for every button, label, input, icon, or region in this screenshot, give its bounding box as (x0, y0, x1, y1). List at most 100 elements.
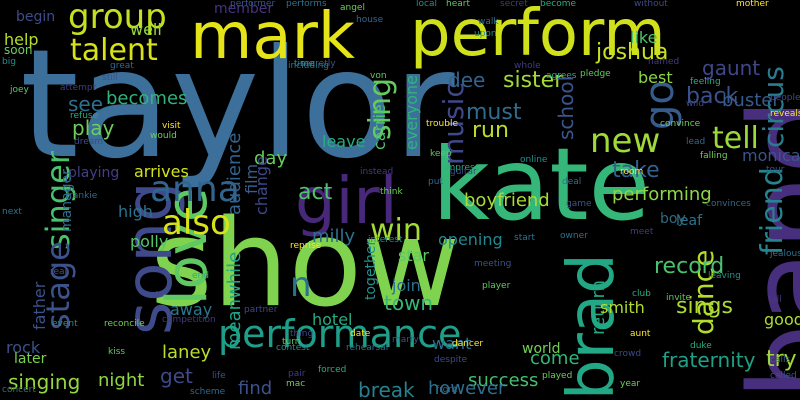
word-reprise: reprise (290, 241, 322, 251)
word-turn: turn (282, 337, 301, 347)
word-fraternity: fraternity (662, 348, 756, 372)
word-date: date (350, 329, 371, 339)
word-member: member (214, 1, 274, 17)
word-start: start (514, 233, 535, 243)
word-join: join (392, 276, 421, 295)
word-find: find (238, 378, 273, 399)
word-competition: competition (162, 315, 216, 325)
word-joey: joey (10, 85, 29, 95)
word-meeting: meeting (474, 259, 512, 269)
word-people: people (770, 93, 800, 103)
word-father: father (30, 281, 49, 330)
word-reveals: reveals (770, 109, 800, 119)
word-arrives: arrives (134, 162, 189, 181)
word-despite: despite (434, 355, 468, 365)
word-heart: heart (446, 0, 470, 9)
word-soon: soon (4, 43, 33, 57)
word-interest: interest (368, 235, 403, 245)
word-monica: monica (742, 146, 800, 165)
word-day: day (254, 148, 288, 169)
word-meet: meet (630, 227, 654, 237)
word-friend: friend (755, 167, 790, 255)
word-record: record (654, 254, 725, 279)
word-duke: duke (690, 341, 712, 351)
word-later: later (14, 351, 47, 367)
word-crowd: crowd (614, 349, 642, 359)
word-without: without (634, 0, 668, 9)
word-opening: opening (438, 230, 503, 249)
word-performance: performance (218, 312, 462, 356)
word-see: see (68, 92, 104, 116)
word-instead: instead (360, 167, 394, 177)
word-von: von (370, 71, 387, 81)
word-taylor: taylor (20, 18, 455, 192)
word-joshua: joshua (596, 40, 669, 65)
word-laney: laney (162, 342, 212, 363)
word-group: group (68, 0, 167, 37)
word-anna: anna (150, 169, 240, 210)
word-thing: thing (290, 329, 314, 339)
word-angel: angel (340, 3, 365, 13)
word-rehearsal: rehearsal (346, 343, 389, 353)
word-school: school (554, 75, 578, 140)
word-visit: visit (162, 121, 181, 131)
word-tell: tell (712, 121, 759, 156)
word-pledge: pledge (580, 69, 611, 79)
word-help: help (4, 30, 39, 49)
word-room: room (620, 167, 644, 177)
word-front: front (436, 385, 458, 395)
word-mark: mark (190, 0, 355, 74)
word-called: called (770, 371, 797, 381)
word-player: player (482, 281, 511, 291)
word-scheme: scheme (190, 387, 226, 397)
word-away: away (170, 300, 213, 319)
word-played: played (542, 371, 573, 381)
word-secretly: secretly (300, 59, 336, 69)
word-secret: secret (500, 0, 528, 9)
word-run: run (472, 118, 509, 143)
word-convinces: convinces (706, 199, 751, 209)
word-new: new (590, 121, 661, 161)
word-wild: wild (686, 99, 705, 109)
word-town: town (384, 291, 434, 315)
word-buster: buster (722, 90, 780, 111)
word-well: well (130, 20, 162, 39)
word-want: want (432, 334, 472, 353)
word-dee: dee (448, 68, 486, 92)
word-whole: whole (514, 61, 541, 71)
word-get: get (160, 364, 193, 388)
word-sister: sister (503, 68, 564, 93)
word-also: also (162, 203, 231, 243)
word-still: still (102, 73, 118, 83)
word-take: take (612, 158, 660, 183)
word-boy: boy (660, 211, 686, 227)
word-break: break (358, 378, 415, 400)
word-end: end (192, 271, 209, 281)
word-together: together (363, 239, 379, 300)
word-keep: keep (430, 149, 452, 159)
word-reconcile: reconcile (104, 319, 145, 329)
word-try: try (766, 347, 797, 372)
word-rock: rock (6, 338, 41, 357)
word-performs: performs (286, 0, 327, 9)
word-event: event (52, 319, 78, 329)
word-local: local (416, 0, 437, 9)
word-come: come (530, 348, 580, 369)
word-real: real (50, 267, 68, 277)
word-refuse: refuse (70, 111, 99, 121)
word-next: next (2, 207, 22, 217)
word-star: star (398, 246, 429, 265)
word-forced: forced (318, 365, 347, 375)
word-show: show (150, 195, 461, 334)
word-contest: contest (276, 343, 310, 353)
word-attempt: attempt (60, 83, 97, 93)
word-named: named (648, 57, 680, 67)
word-aunt: aunt (630, 329, 651, 339)
word-become: become (540, 0, 577, 9)
word-calls: calls (770, 355, 791, 365)
word-smith: smith (600, 298, 645, 317)
word-leaving: leaving (708, 271, 741, 281)
word-club: club (632, 289, 651, 299)
word-think: think (380, 187, 403, 197)
